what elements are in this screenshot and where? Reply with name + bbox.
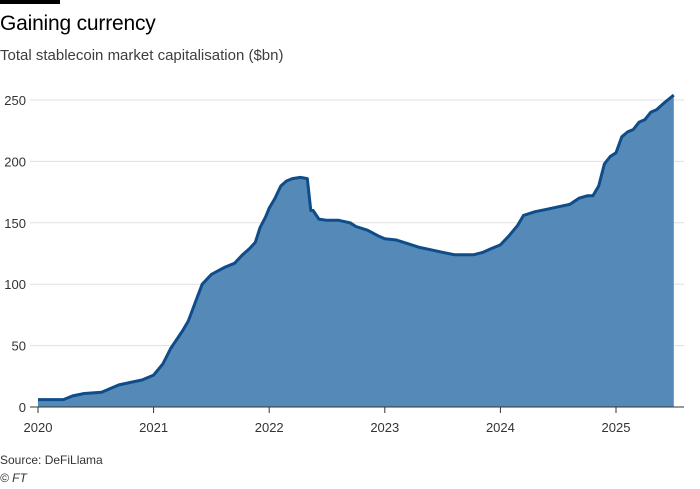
x-axis-ticks: 2020 2021 2022 2023 2024 2025 — [24, 407, 631, 435]
y-axis-ticks: 0 50 100 150 200 250 — [4, 93, 26, 415]
y-tick-label-250: 250 — [4, 93, 26, 108]
area-chart: 0 50 100 150 200 250 2020 2021 2022 2023 2024 2025 — [4, 93, 684, 435]
x-tick-label-2023: 2023 — [370, 420, 399, 435]
y-tick-label-50: 50 — [12, 339, 26, 354]
ft-credit: © FT — [0, 471, 27, 485]
y-tick-label-150: 150 — [4, 216, 26, 231]
y-tick-label-200: 200 — [4, 154, 26, 169]
chart-subtitle: Total stablecoin market capitalisation (… — [0, 47, 284, 64]
market-cap-area — [38, 95, 674, 407]
x-tick-label-2021: 2021 — [139, 420, 168, 435]
x-tick-label-2022: 2022 — [255, 420, 284, 435]
brand-accent-bar — [0, 0, 60, 4]
x-tick-label-2020: 2020 — [24, 420, 53, 435]
y-tick-label-100: 100 — [4, 277, 26, 292]
y-tick-label-0: 0 — [19, 400, 26, 415]
x-tick-label-2024: 2024 — [486, 420, 515, 435]
source-note: Source: DeFiLlama — [0, 453, 103, 467]
chart-title: Gaining currency — [0, 12, 156, 35]
x-tick-label-2025: 2025 — [602, 420, 631, 435]
market-cap-line — [38, 93, 675, 402]
